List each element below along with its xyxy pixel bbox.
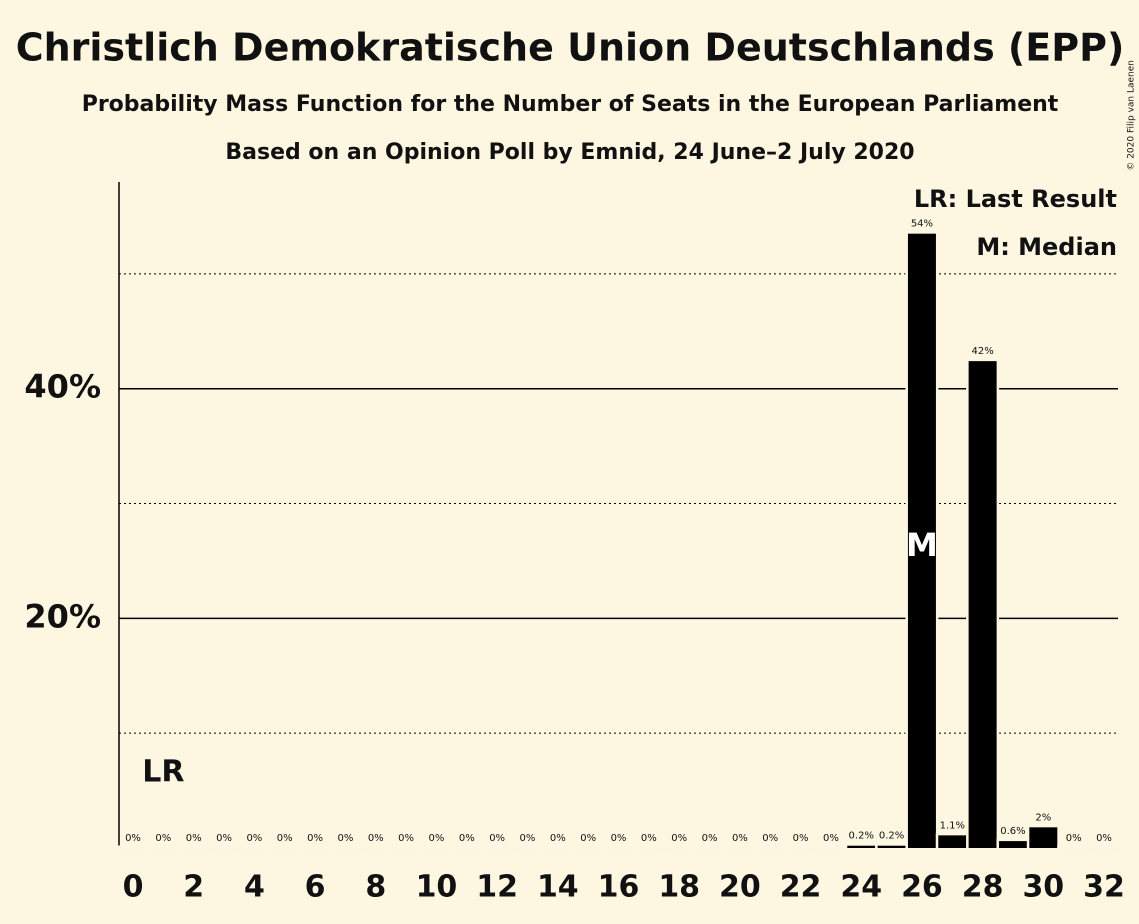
bar	[875, 843, 909, 851]
value-label: 0%	[429, 833, 445, 844]
credit: © 2020 Filip van Laenen	[1127, 60, 1137, 171]
x-tick-label: 0	[123, 870, 144, 905]
legend-entry: LR: Last Result	[914, 185, 1117, 213]
value-label: 0%	[216, 833, 232, 844]
value-label: 0%	[277, 833, 293, 844]
x-tick-label: 22	[780, 870, 822, 905]
value-label: 0%	[793, 833, 809, 844]
value-label: 0%	[186, 833, 202, 844]
x-tick-label: 20	[719, 870, 761, 905]
x-tick-label: 18	[658, 870, 700, 905]
value-label: 0%	[823, 833, 839, 844]
value-label: 0%	[580, 833, 596, 844]
bar	[844, 843, 878, 851]
bar	[996, 838, 1030, 851]
value-label: 0%	[307, 833, 323, 844]
bar	[935, 832, 969, 851]
chart-title: Christlich Demokratische Union Deutschla…	[16, 26, 1125, 70]
value-label: 1.1%	[940, 820, 965, 831]
last-result-marker: LR	[142, 755, 184, 790]
x-tick-label: 8	[365, 870, 386, 905]
chart-subtitle: Probability Mass Function for the Number…	[82, 92, 1059, 117]
value-label: 0%	[611, 833, 627, 844]
bar	[966, 358, 1000, 851]
y-tick-label: 20%	[24, 597, 101, 635]
value-label: 0%	[762, 833, 778, 844]
bar	[905, 231, 939, 851]
bar	[1026, 824, 1060, 851]
value-label: 0%	[489, 833, 505, 844]
value-label: 0%	[641, 833, 657, 844]
value-label: 54%	[911, 219, 933, 230]
x-tick-label: 10	[416, 870, 458, 905]
x-tick-label: 24	[840, 870, 882, 905]
value-label: 2%	[1035, 812, 1051, 823]
median-marker: M	[906, 526, 938, 564]
value-label: 0%	[125, 833, 141, 844]
x-tick-label: 14	[537, 870, 579, 905]
value-label: 0.2%	[849, 831, 874, 842]
x-tick-label: 16	[598, 870, 640, 905]
x-tick-label: 26	[901, 870, 943, 905]
x-tick-label: 30	[1022, 870, 1064, 905]
value-label: 0%	[1096, 833, 1112, 844]
chart-subtitle: Based on an Opinion Poll by Emnid, 24 Ju…	[225, 140, 914, 165]
x-tick-label: 6	[305, 870, 326, 905]
value-label: 0%	[337, 833, 353, 844]
value-label: 0%	[246, 833, 262, 844]
value-label: 42%	[972, 346, 994, 357]
value-label: 0%	[702, 833, 718, 844]
value-label: 0%	[398, 833, 414, 844]
x-tick-label: 4	[244, 870, 265, 905]
x-tick-label: 28	[962, 870, 1004, 905]
value-label: 0%	[155, 833, 171, 844]
value-label: 0%	[520, 833, 536, 844]
value-label: 0%	[368, 833, 384, 844]
x-tick-label: 32	[1083, 870, 1125, 905]
value-label: 0%	[550, 833, 566, 844]
value-label: 0%	[1066, 833, 1082, 844]
x-tick-label: 2	[183, 870, 204, 905]
y-tick-label: 40%	[24, 368, 101, 406]
value-label: 0%	[732, 833, 748, 844]
value-label: 0%	[459, 833, 475, 844]
value-label: 0%	[671, 833, 687, 844]
x-tick-label: 12	[476, 870, 518, 905]
value-label: 0.6%	[1000, 826, 1025, 837]
value-label: 0.2%	[879, 831, 904, 842]
legend-entry: M: Median	[976, 233, 1117, 261]
